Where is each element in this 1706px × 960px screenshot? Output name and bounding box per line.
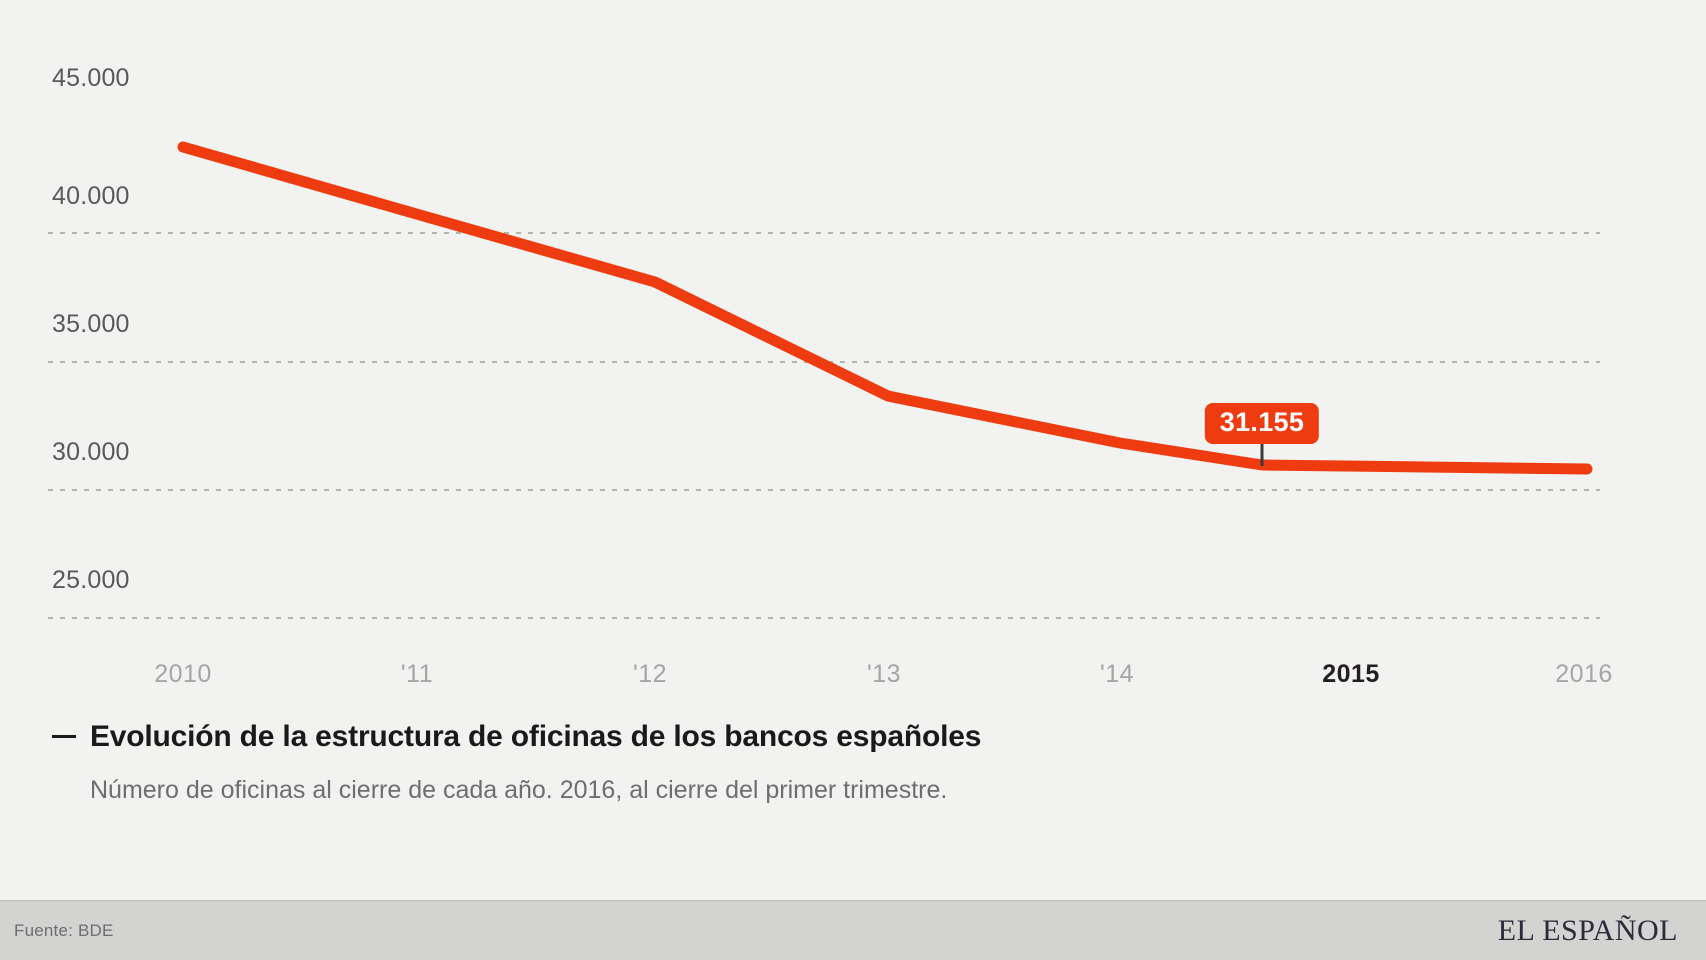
- ytick-label-30000: 30.000: [52, 438, 130, 466]
- xtick-label-14: '14: [1099, 660, 1135, 688]
- ytick-label-45000: 45.000: [52, 64, 130, 92]
- caption-block: Evolución de la estructura de oficinas d…: [0, 720, 1706, 900]
- xtick-label-2010: 2010: [154, 660, 212, 688]
- xtick-label-11: '11: [400, 660, 434, 688]
- page-title-text: Evolución de la estructura de oficinas d…: [90, 720, 982, 753]
- footer-bar: Fuente: BDE EL ESPAÑOL: [0, 900, 1706, 960]
- ytick-label-35000: 35.000: [52, 310, 130, 338]
- gridlines: [48, 232, 1600, 619]
- xtick-label-13: '13: [866, 660, 902, 688]
- page-subtitle: Número de oficinas al cierre de cada año…: [90, 776, 948, 804]
- ytick-label-40000: 40.000: [52, 182, 130, 210]
- value-badge-2015: 31.155: [1204, 403, 1320, 444]
- source-label: Fuente: BDE: [14, 920, 114, 940]
- line-chart-plot: [48, 141, 1600, 619]
- xtick-label-12: '12: [632, 660, 668, 688]
- xtick-label-2016: 2016: [1555, 660, 1613, 688]
- page-title: Evolución de la estructura de oficinas d…: [52, 720, 1706, 754]
- data-line-oficinas: [177, 141, 1593, 475]
- chart-area: 45.000 40.000 35.000 30.000 25.000 31.15…: [48, 64, 1613, 688]
- brand-logo: EL ESPAÑOL: [1497, 913, 1678, 947]
- xtick-label-2015: 2015: [1322, 660, 1380, 688]
- title-dash-icon: [52, 735, 76, 738]
- ytick-label-25000: 25.000: [52, 566, 130, 594]
